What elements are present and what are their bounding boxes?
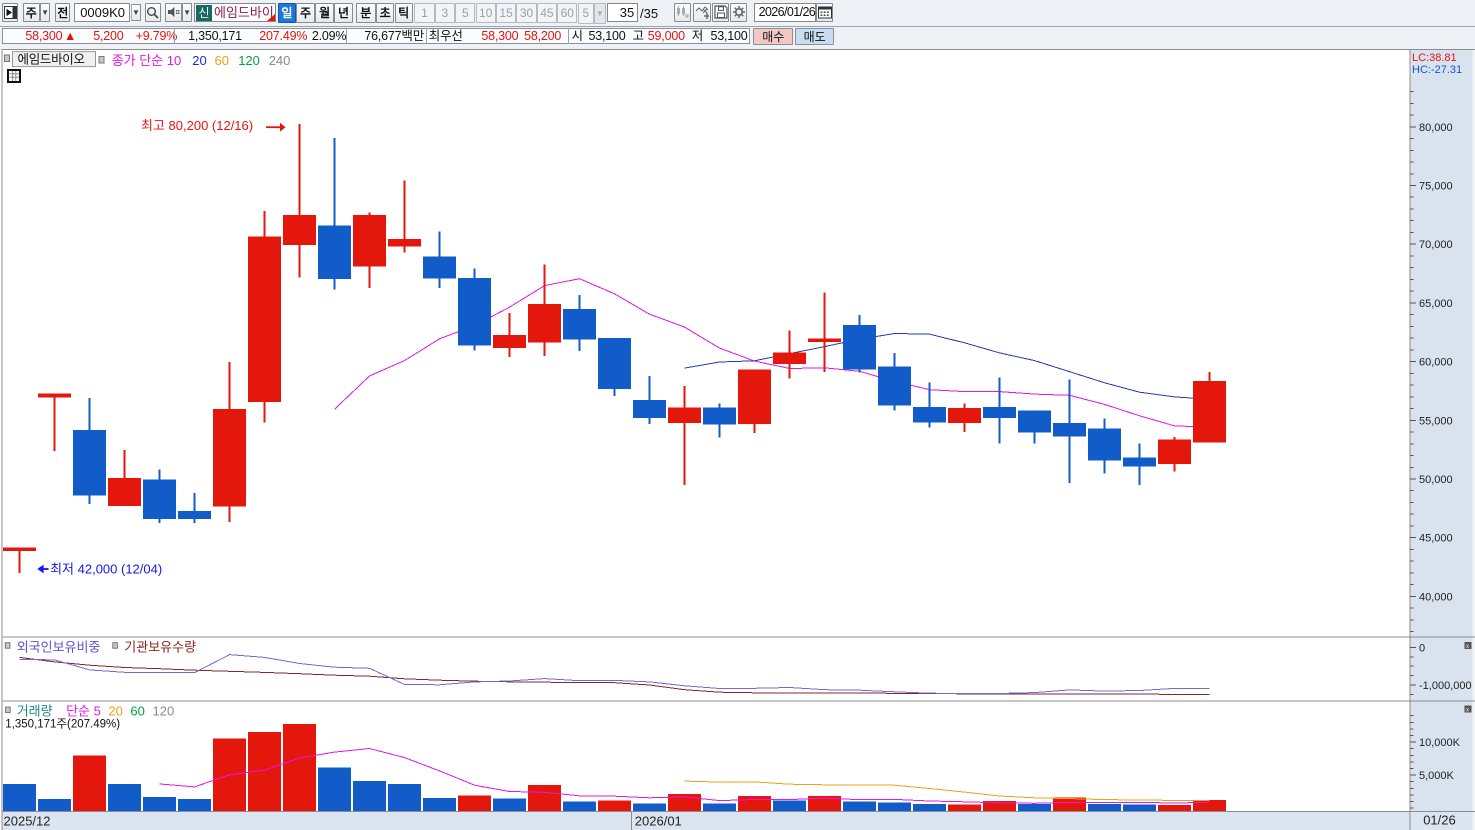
svg-text:HC:-27.31: HC:-27.31 xyxy=(1412,64,1462,76)
svg-text:10,000K: 10,000K xyxy=(1419,737,1461,749)
svg-text:거래량: 거래량 xyxy=(17,704,53,719)
svg-text:LC:38.81: LC:38.81 xyxy=(1412,52,1457,64)
svg-text:5,000K: 5,000K xyxy=(1419,770,1455,782)
svg-text:단순 5: 단순 5 xyxy=(66,704,101,719)
svg-text:2026/01: 2026/01 xyxy=(635,814,682,829)
svg-text:70,000: 70,000 xyxy=(1419,239,1453,251)
svg-text:-1,000,000: -1,000,000 xyxy=(1419,680,1472,692)
svg-text:20: 20 xyxy=(108,704,122,719)
svg-text:에임드바이오: 에임드바이오 xyxy=(18,53,85,67)
svg-text:45,000: 45,000 xyxy=(1419,533,1453,545)
svg-text:2025/12: 2025/12 xyxy=(4,814,51,829)
svg-text:종가 단순 10: 종가 단순 10 xyxy=(112,53,182,68)
svg-text:40,000: 40,000 xyxy=(1419,591,1453,603)
svg-text:60,000: 60,000 xyxy=(1419,357,1453,369)
svg-text:x: x xyxy=(1466,708,1469,714)
svg-text:120: 120 xyxy=(153,704,175,719)
svg-text:최저 42,000 (12/04): 최저 42,000 (12/04) xyxy=(50,562,162,577)
svg-text:75,000: 75,000 xyxy=(1419,181,1453,193)
svg-text:기관보유수량: 기관보유수량 xyxy=(124,640,196,655)
svg-text:60: 60 xyxy=(215,53,229,68)
svg-text:65,000: 65,000 xyxy=(1419,298,1453,310)
svg-text:20: 20 xyxy=(192,53,206,68)
svg-text:01/26: 01/26 xyxy=(1423,813,1456,828)
svg-text:x: x xyxy=(1466,644,1469,650)
svg-text:50,000: 50,000 xyxy=(1419,474,1453,486)
svg-text:외국인보유비중: 외국인보유비중 xyxy=(17,640,101,655)
svg-text:55,000: 55,000 xyxy=(1419,415,1453,427)
svg-text:0: 0 xyxy=(1419,642,1425,654)
svg-text:80,000: 80,000 xyxy=(1419,122,1453,134)
svg-text:1,350,171주(207.49%): 1,350,171주(207.49%) xyxy=(5,719,120,731)
svg-text:240: 240 xyxy=(269,53,291,68)
svg-text:120: 120 xyxy=(238,53,260,68)
svg-text:최고 80,200 (12/16): 최고 80,200 (12/16) xyxy=(141,118,253,133)
svg-text:60: 60 xyxy=(130,704,144,719)
